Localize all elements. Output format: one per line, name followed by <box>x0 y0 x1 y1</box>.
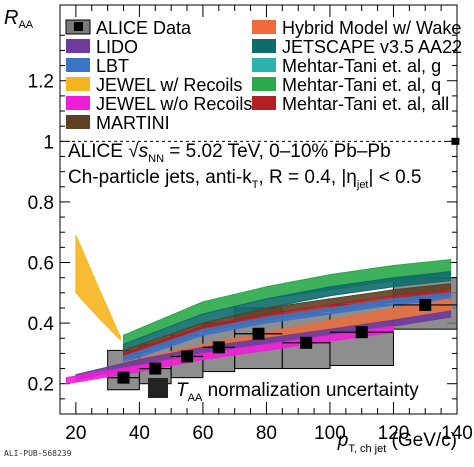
legend-label: Hybrid Model w/ Wake <box>282 18 461 38</box>
x-tick-label: 100 <box>314 423 346 444</box>
legend-label: JEWEL w/o Recoils <box>96 94 252 114</box>
legend-swatch <box>66 77 90 91</box>
y-tick-label: 0.4 <box>28 314 55 335</box>
x-axis-label: pT, ch jet (GeV/c) <box>337 430 457 455</box>
plot-frame <box>59 4 458 415</box>
legend-label: LBT <box>96 56 129 76</box>
x-tick-label: 60 <box>192 423 213 444</box>
legend-label: MARTINI <box>96 113 170 133</box>
legend-swatch <box>252 58 276 72</box>
legend-swatch <box>252 96 276 110</box>
y-tick-label: 0.6 <box>28 254 54 275</box>
annotation-line1: ALICE √sNN = 5.02 TeV, 0–10% Pb–Pb <box>68 141 391 165</box>
legend-label: Mehtar-Tani et. al, all <box>282 94 449 114</box>
y-tick-label: 0.2 <box>28 375 54 396</box>
data-point <box>355 326 368 339</box>
publication-id: ALI-PUB-568239 <box>4 449 72 458</box>
y-tick-label: 0.8 <box>28 193 54 214</box>
x-tick-label: 80 <box>256 423 277 444</box>
x-tick-label: 120 <box>378 423 410 444</box>
x-tick-label: 20 <box>65 423 86 444</box>
data-point <box>419 298 432 311</box>
legend-label: Mehtar-Tani et. al, g <box>282 56 441 76</box>
legend-label: Mehtar-Tani et. al, q <box>282 75 441 95</box>
legend-swatch <box>252 39 276 53</box>
data-point <box>252 327 265 340</box>
legend-marker-alice-data <box>74 22 83 31</box>
data-point <box>300 336 313 349</box>
data-point <box>149 362 162 375</box>
norm-legend-swatch <box>148 378 168 398</box>
y-tick-label: 1.2 <box>28 72 54 93</box>
data-point <box>181 350 194 363</box>
band-jewel-w-recoils <box>75 235 121 342</box>
x-tick-label: 40 <box>129 423 150 444</box>
norm-legend-label: TAA normalization uncertainty <box>176 380 419 404</box>
legend-swatch <box>252 20 276 34</box>
data-point <box>212 341 225 354</box>
legend-swatch <box>66 96 90 110</box>
data-point <box>117 371 130 384</box>
legend-label: JETSCAPE v3.5 AA22 <box>282 37 462 57</box>
norm-uncertainty-box <box>451 137 460 145</box>
annotation-line2: Ch-particle jets, anti-kT, R = 0.4, |ηje… <box>68 167 422 191</box>
legend-swatch <box>252 77 276 91</box>
y-axis-label: RAA <box>4 7 34 31</box>
x-tick-label: 140 <box>441 423 473 444</box>
legend-label: LIDO <box>96 37 138 57</box>
y-tick-label: 1 <box>43 132 54 153</box>
legend-swatch <box>66 39 90 53</box>
legend-label: ALICE Data <box>96 18 192 38</box>
legend-swatch <box>66 115 90 129</box>
legend-label: JEWEL w/ Recoils <box>96 75 242 95</box>
legend-swatch <box>66 58 90 72</box>
